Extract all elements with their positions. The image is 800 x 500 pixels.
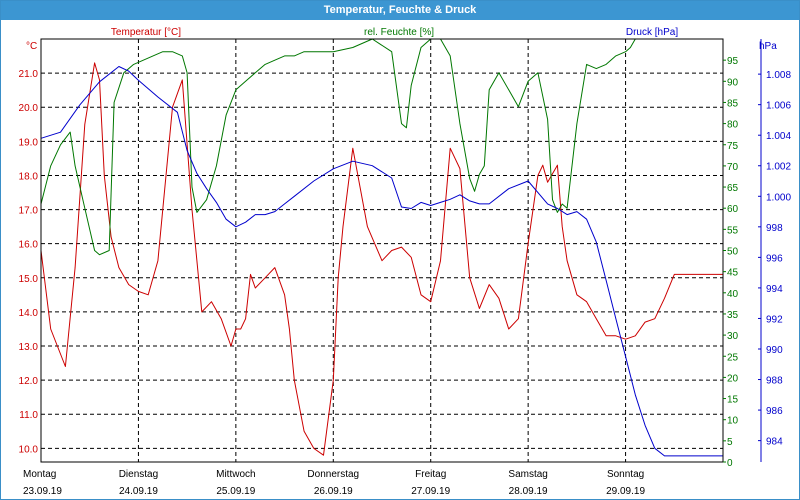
x-tick-day: Samstag — [508, 469, 547, 480]
y-tick-humidity: 70 — [727, 162, 739, 173]
y-tick-humidity: 0 — [727, 458, 733, 469]
y-tick-temperature: 17.0 — [19, 206, 39, 217]
y-tick-temperature: 11.0 — [19, 410, 38, 421]
x-tick-day: Freitag — [415, 469, 446, 480]
y-tick-pressure: 996 — [766, 253, 783, 264]
y-tick-pressure: 1.002 — [766, 162, 791, 173]
legend-humidity: rel. Feuchte [%] — [364, 27, 434, 38]
y-tick-humidity: 35 — [727, 310, 739, 321]
y-tick-humidity: 40 — [727, 289, 739, 300]
x-tick-day: Montag — [23, 469, 56, 480]
legend-temperature: Temperatur [°C] — [111, 27, 181, 38]
pressure-series-line — [40, 66, 723, 457]
y-tick-temperature: 13.0 — [19, 342, 39, 353]
pressure-unit: hPa — [759, 41, 777, 52]
y-tick-pressure: 990 — [766, 345, 783, 356]
temperature-unit: °C — [26, 41, 37, 52]
y-tick-pressure: 1.008 — [766, 70, 791, 81]
chart-title: Temperatur, Feuchte & Druck — [1, 1, 799, 20]
y-tick-pressure: 992 — [766, 314, 783, 325]
y-tick-temperature: 19.0 — [19, 137, 39, 148]
x-tick-date: 28.09.19 — [509, 486, 548, 497]
y-tick-humidity: 45 — [727, 268, 739, 279]
x-tick-date: 23.09.19 — [23, 486, 62, 497]
y-tick-humidity: 85 — [727, 98, 739, 109]
y-tick-humidity: 90 — [727, 77, 739, 88]
x-tick-date: 27.09.19 — [411, 486, 450, 497]
y-tick-pressure: 986 — [766, 406, 783, 417]
x-tick-date: 29.09.19 — [606, 486, 645, 497]
y-tick-humidity: 60 — [727, 204, 739, 215]
y-tick-humidity: 5 — [727, 437, 733, 448]
y-tick-temperature: 14.0 — [19, 308, 39, 319]
y-tick-humidity: 50 — [727, 247, 739, 258]
x-tick-day: Donnerstag — [307, 469, 359, 480]
y-tick-humidity: 55 — [727, 225, 739, 236]
y-tick-temperature: 16.0 — [19, 240, 39, 251]
plot-area-border — [40, 38, 724, 463]
y-tick-humidity: 75 — [727, 141, 739, 152]
y-tick-humidity: 80 — [727, 120, 739, 131]
y-tick-temperature: 21.0 — [19, 69, 39, 80]
y-tick-pressure: 1.006 — [766, 101, 791, 112]
y-tick-pressure: 994 — [766, 284, 783, 295]
legend-pressure: Druck [hPa] — [626, 27, 678, 38]
y-tick-temperature: 20.0 — [19, 103, 39, 114]
y-tick-humidity: 25 — [727, 352, 739, 363]
y-tick-pressure: 998 — [766, 223, 783, 234]
y-tick-temperature: 15.0 — [19, 274, 39, 285]
temperature-series-line — [40, 62, 723, 456]
y-tick-pressure: 988 — [766, 376, 783, 387]
y-tick-humidity: 15 — [727, 395, 739, 406]
x-tick-date: 24.09.19 — [119, 486, 158, 497]
x-tick-day: Sonntag — [607, 469, 644, 480]
y-tick-temperature: 12.0 — [19, 376, 39, 387]
y-tick-pressure: 1.004 — [766, 131, 791, 142]
x-tick-date: 26.09.19 — [314, 486, 353, 497]
y-tick-humidity: 10 — [727, 416, 739, 427]
y-tick-humidity: 65 — [727, 183, 739, 194]
y-tick-humidity: 20 — [727, 373, 739, 384]
y-tick-pressure: 1.000 — [766, 192, 791, 203]
y-tick-temperature: 18.0 — [19, 171, 39, 182]
y-tick-temperature: 10.0 — [19, 444, 39, 455]
x-tick-date: 25.09.19 — [216, 486, 255, 497]
humidity-series-line — [40, 38, 723, 256]
x-tick-day: Dienstag — [119, 469, 158, 480]
y-tick-humidity: 30 — [727, 331, 739, 342]
x-tick-day: Mittwoch — [216, 469, 255, 480]
y-tick-humidity: 95 — [727, 56, 739, 67]
y-tick-pressure: 984 — [766, 437, 783, 448]
